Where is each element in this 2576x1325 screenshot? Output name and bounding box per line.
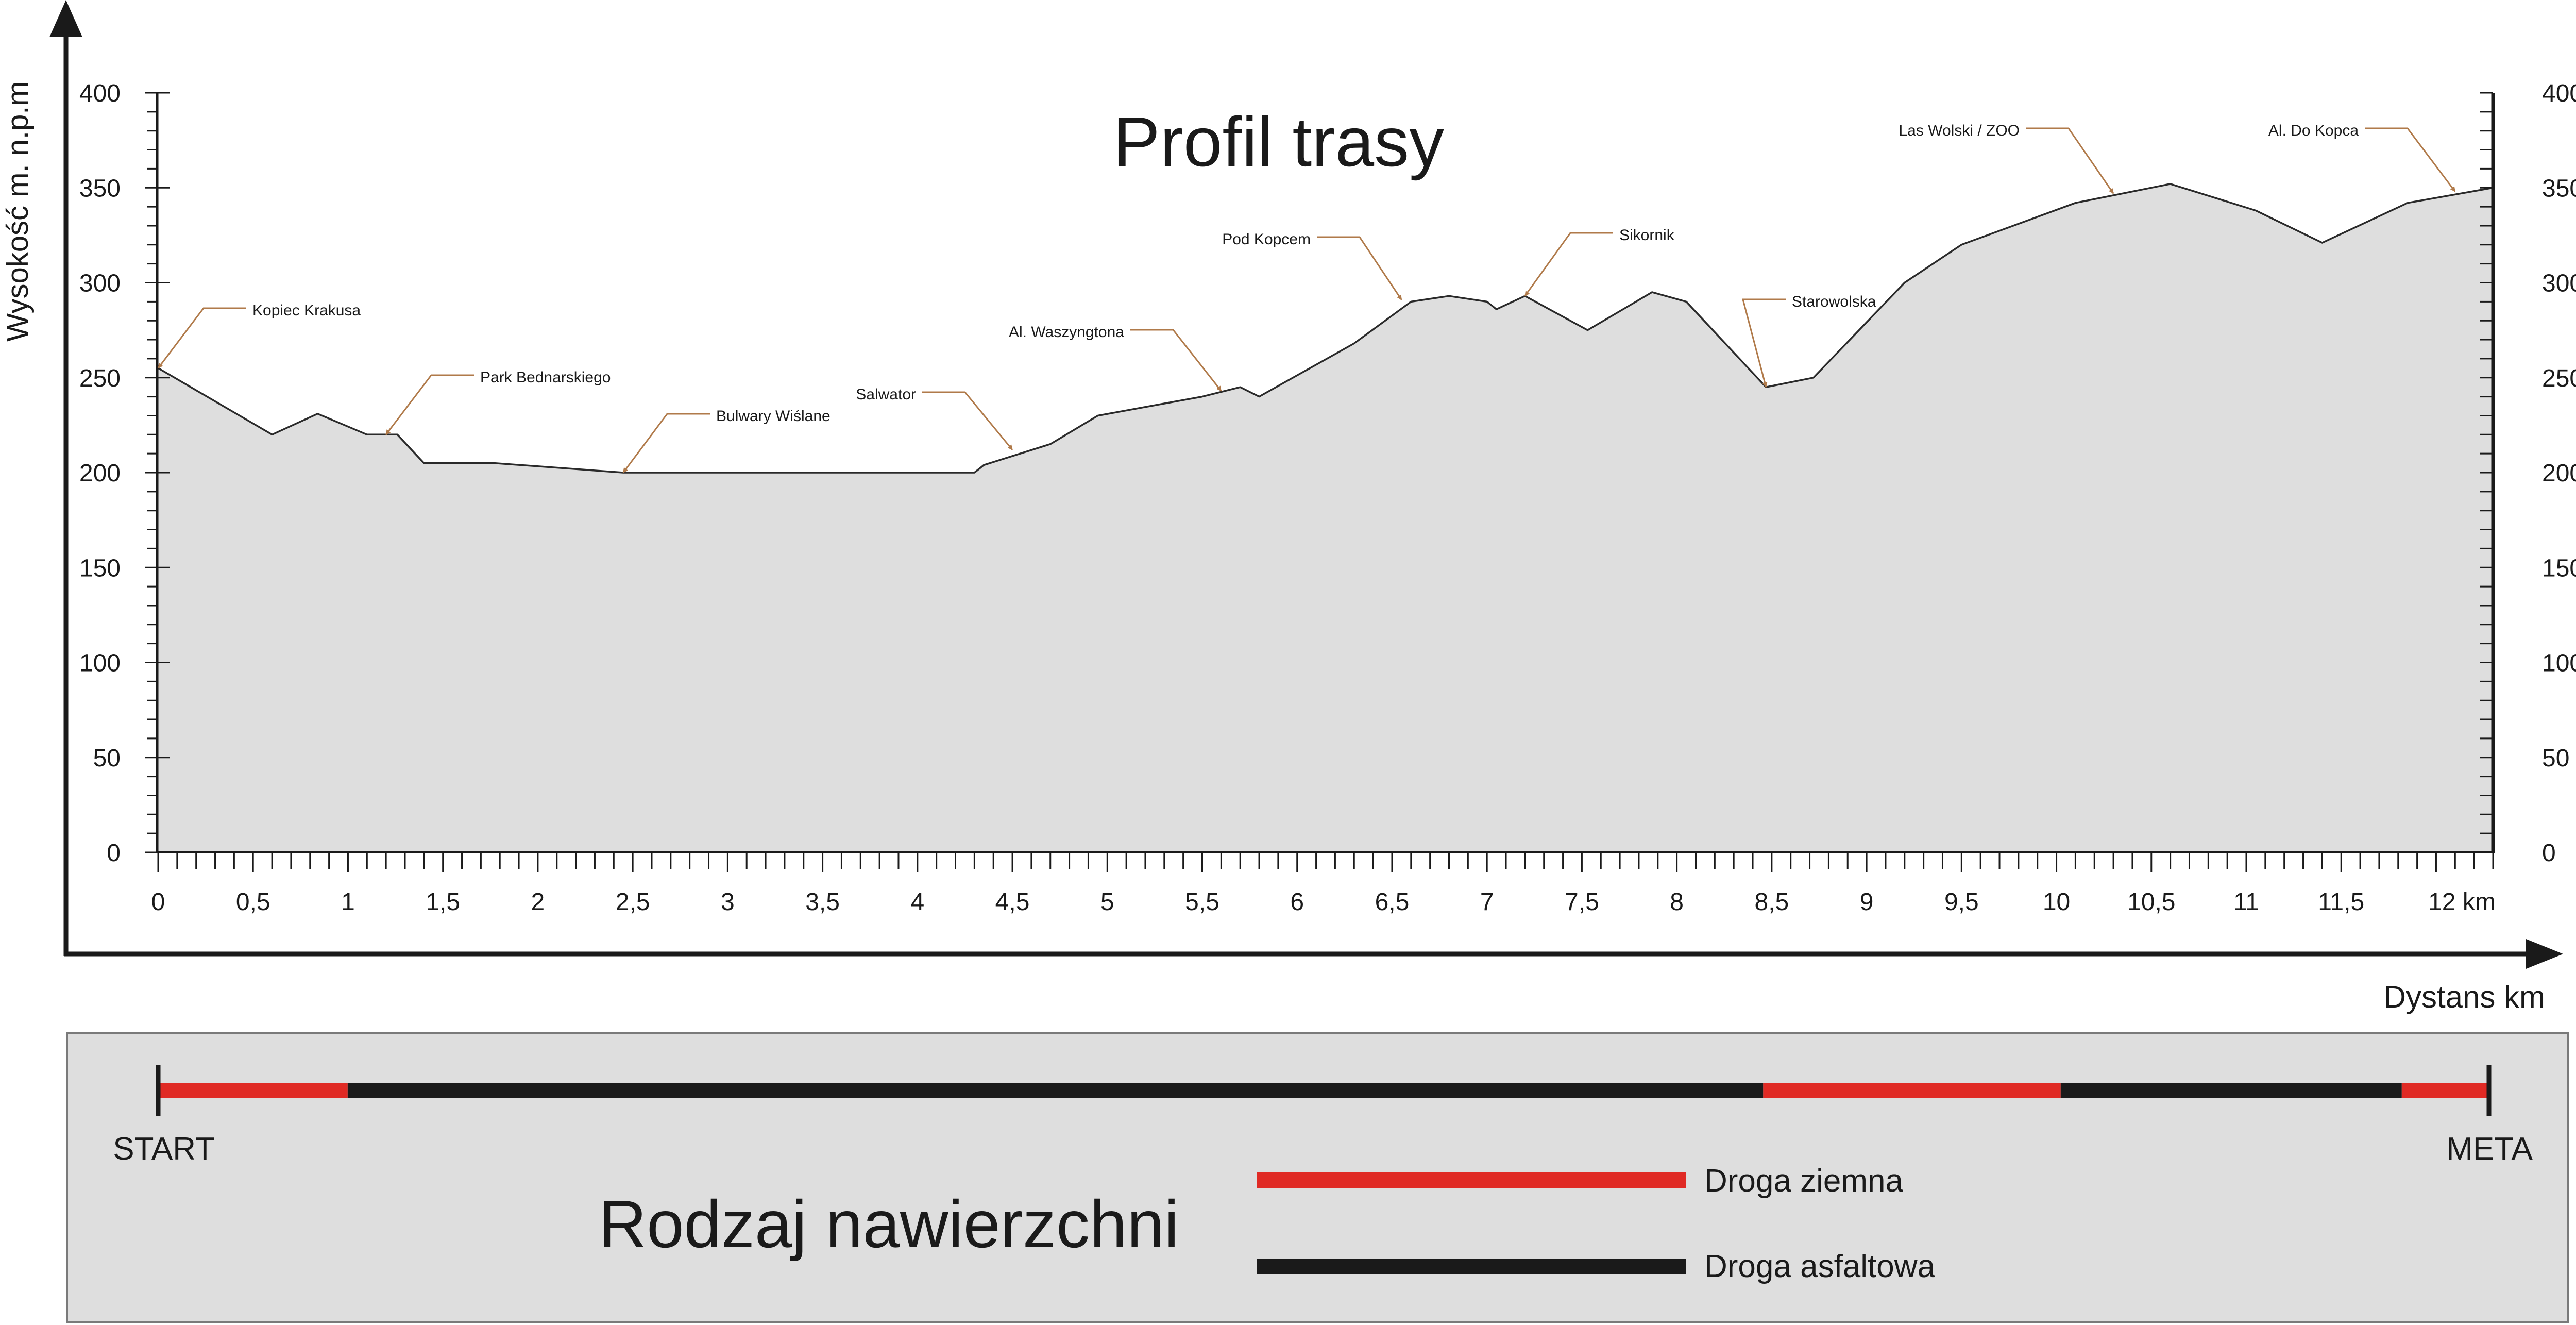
x-tick-label: 11 (2233, 888, 2259, 916)
annotation-label: Bulwary Wiślane (716, 408, 831, 425)
x-tick-label: 0 (151, 888, 165, 916)
x-tick-label: 6,5 (1375, 888, 1410, 916)
x-tick-label: 1,5 (426, 888, 460, 916)
surface-segment (2060, 1083, 2402, 1098)
y-axis-arrow-icon (49, 0, 82, 37)
y-left-tick-label: 250 (79, 365, 121, 392)
x-tick-label: 8 (1670, 888, 1684, 916)
annotation-label: Park Bednarskiego (480, 369, 611, 386)
annotation-label: Sikornik (1619, 227, 1675, 244)
x-tick-label: 4 (910, 888, 924, 916)
legend-swatch-asphalt (1257, 1259, 1686, 1274)
y-axis-label: Wysokość m. n.p.m (1, 81, 35, 341)
x-tick-label: 2 (531, 888, 545, 916)
annotation-label: Starowolska (1792, 293, 1876, 310)
x-tick-label: 11,5 (2318, 888, 2364, 916)
y-left-tick-label: 50 (93, 745, 121, 772)
surface-title: Rodzaj nawierzchni (598, 1186, 1179, 1262)
x-axis-label: Dystans km (2384, 980, 2545, 1014)
annotation-leader (2026, 127, 2114, 194)
y-right-tick-label: 350 (2542, 175, 2576, 202)
y-left-tick-label: 400 (79, 80, 121, 107)
annotations-layer: Kopiec Krakusa Park Bednarskiego Bulwary W… (157, 122, 2456, 473)
x-tick-label: 6 (1290, 888, 1304, 916)
annotation-label: Kopiec Krakusa (252, 302, 361, 319)
y-right-tick-label: 150 (2542, 555, 2576, 582)
surface-start-label: START (113, 1131, 215, 1167)
x-tick-label: 1 (341, 888, 355, 916)
y-left-tick-label: 100 (79, 650, 121, 677)
axis-ticks-layer (145, 92, 2494, 872)
x-tick-label: 9,5 (1944, 888, 1979, 916)
surface-segment (158, 1083, 348, 1098)
x-tick-label: 7,5 (1565, 888, 1599, 916)
y-right-tick-label: 200 (2542, 460, 2576, 487)
legend-label-asphalt: Droga asfaltowa (1704, 1249, 1936, 1284)
x-tick-label: 7 (1480, 888, 1494, 916)
annotation-leader (622, 413, 710, 473)
y-left-tick-label: 200 (79, 460, 121, 487)
x-tick-label: 5,5 (1185, 888, 1219, 916)
y-left-tick-label: 350 (79, 175, 121, 202)
y-right-tick-label: 50 (2542, 745, 2569, 772)
x-tick-label: 10 (2043, 888, 2070, 916)
x-tick-label: 8,5 (1755, 888, 1789, 916)
y-right-tick-label: 100 (2542, 650, 2576, 677)
surface-segment (2401, 1083, 2489, 1098)
annotation-label: Pod Kopcem (1222, 231, 1311, 248)
y-left-tick-label: 300 (79, 270, 121, 297)
x-tick-label: 4,5 (995, 888, 1030, 916)
legend-label-dirt: Droga ziemna (1704, 1163, 1903, 1199)
annotation-leader (1524, 232, 1613, 297)
x-tick-label: 3 (721, 888, 735, 916)
annotation-label: Al. Waszyngtona (1009, 324, 1124, 341)
elevation-line (158, 183, 2494, 474)
annotation-leader (1317, 236, 1402, 300)
x-tick-label: 2,5 (616, 888, 650, 916)
chart-title: Profil trasy (1113, 103, 1444, 181)
surface-segment (347, 1083, 1764, 1098)
annotation-leader (157, 307, 246, 369)
legend-swatch-dirt (1257, 1172, 1686, 1188)
x-tick-label: 3,5 (805, 888, 840, 916)
annotation-leader (922, 391, 1013, 450)
annotation-label: Salwator (856, 386, 916, 403)
annotation-leader (2365, 127, 2456, 192)
y-right-tick-label: 300 (2542, 270, 2576, 297)
annotation-label: Las Wolski / ZOO (1899, 122, 2020, 139)
surface-segment (1763, 1083, 2061, 1098)
x-tick-label: 5 (1100, 888, 1114, 916)
x-tick-label: 0,5 (236, 888, 270, 916)
y-left-tick-label: 0 (107, 840, 121, 867)
x-axis-arrow-icon (2526, 939, 2563, 969)
x-tick-label: 9 (1860, 888, 1874, 916)
y-right-tick-label: 400 (2542, 80, 2576, 107)
x-tick-label: 12 km (2428, 888, 2496, 916)
x-tick-label: 10,5 (2127, 888, 2175, 916)
y-right-tick-label: 0 (2542, 840, 2556, 867)
elevation-area-layer (158, 183, 2494, 852)
surface-bar-layer (158, 1083, 2489, 1098)
tick-labels-layer: 0501001502002503003504000501001502002503… (79, 80, 2576, 916)
annotation-leader (1130, 329, 1222, 392)
annotation-label: Al. Do Kopca (2268, 122, 2359, 139)
annotation-leader (385, 374, 474, 435)
surface-end-label: META (2446, 1131, 2533, 1167)
elevation-area (158, 183, 2493, 852)
y-left-tick-label: 150 (79, 555, 121, 582)
y-right-tick-label: 250 (2542, 365, 2576, 392)
annotation-leader (1742, 298, 1786, 388)
